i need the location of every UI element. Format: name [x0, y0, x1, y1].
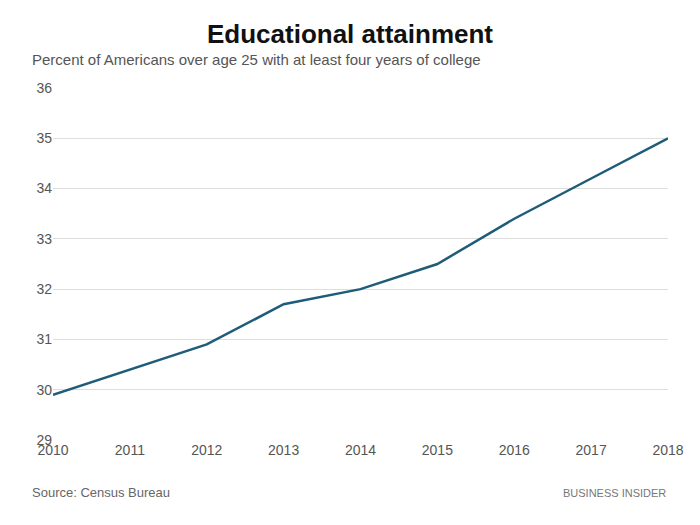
svg-text:2012: 2012: [191, 442, 222, 458]
svg-text:31: 31: [36, 331, 52, 347]
svg-text:30: 30: [36, 382, 52, 398]
svg-text:Percent of Americans over age: Percent of Americans over age 25 with at…: [32, 51, 481, 68]
svg-text:Source: Census Bureau: Source: Census Bureau: [32, 485, 170, 500]
svg-text:35: 35: [36, 130, 52, 146]
svg-text:34: 34: [36, 180, 52, 196]
svg-text:36: 36: [36, 80, 52, 96]
svg-text:32: 32: [36, 281, 52, 297]
svg-text:2017: 2017: [576, 442, 607, 458]
svg-text:33: 33: [36, 231, 52, 247]
svg-text:2010: 2010: [37, 442, 68, 458]
svg-text:2018: 2018: [652, 442, 683, 458]
svg-text:2013: 2013: [268, 442, 299, 458]
svg-text:29: 29: [36, 432, 52, 448]
svg-text:2011: 2011: [115, 442, 145, 458]
svg-text:2015: 2015: [422, 442, 453, 458]
svg-text:2016: 2016: [499, 442, 530, 458]
svg-text:BUSINESS INSIDER: BUSINESS INSIDER: [563, 487, 666, 499]
svg-text:Educational attainment: Educational attainment: [207, 19, 493, 49]
svg-text:2014: 2014: [345, 442, 376, 458]
